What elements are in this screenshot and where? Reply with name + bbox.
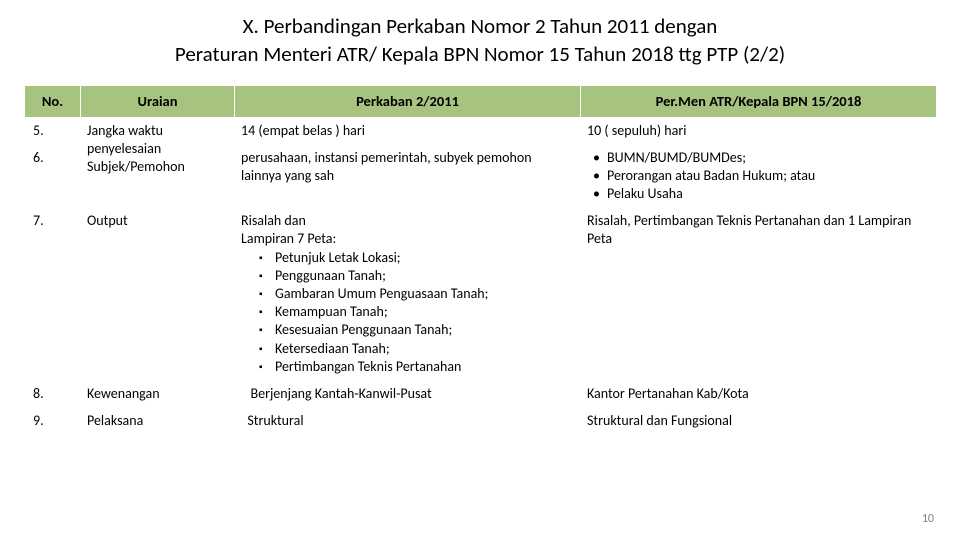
cell-perkaban: Struktural	[235, 408, 581, 435]
table-row: 5. Jangka waktu penyelesaian Subjek/Pemo…	[25, 117, 937, 144]
table-row: 8. Kewenangan Berjenjang Kantah-Kanwil-P…	[25, 380, 937, 407]
cell-perkaban: perusahaan, instansi pemerintah, subyek …	[235, 144, 581, 208]
cell-no: 5.	[25, 117, 81, 144]
th-perkaban: Perkaban 2/2011	[235, 85, 581, 117]
cell-uraian: Output	[81, 208, 235, 381]
cell-no: 8.	[25, 380, 81, 407]
cell-no: 6.	[25, 144, 81, 208]
cell-uraian: Kewenangan	[81, 380, 235, 407]
cell-permen: Risalah, Pertimbangan Teknis Pertanahan …	[581, 208, 937, 381]
cell-uraian: Pelaksana	[81, 408, 235, 435]
cell-permen: •BUMN/BUMD/BUMDes; •Perorangan atau Bada…	[581, 144, 937, 208]
th-uraian: Uraian	[81, 85, 235, 117]
title-line-2: Peraturan Menteri ATR/ Kepala BPN Nomor …	[175, 41, 785, 67]
cell-no: 9.	[25, 408, 81, 435]
cell-perkaban: Berjenjang Kantah-Kanwil-Pusat	[235, 380, 581, 407]
title-line-1: X. Perbandingan Perkaban Nomor 2 Tahun 2…	[243, 13, 718, 39]
cell-uraian: Jangka waktu penyelesaian Subjek/Pemohon	[81, 117, 235, 208]
page-number: 10	[922, 512, 934, 526]
table-row: 9. Pelaksana Struktural Struktural dan F…	[25, 408, 937, 435]
cell-no: 7.	[25, 208, 81, 381]
cell-perkaban: 14 (empat belas ) hari	[235, 117, 581, 144]
page-title: X. Perbandingan Perkaban Nomor 2 Tahun 2…	[0, 0, 960, 77]
table-header-row: No. Uraian Perkaban 2/2011 Per.Men ATR/K…	[25, 85, 937, 117]
table-row: 7. Output Risalah dan Lampiran 7 Peta: ▪…	[25, 208, 937, 381]
cell-permen: Struktural dan Fungsional	[581, 408, 937, 435]
cell-permen: 10 ( sepuluh) hari	[581, 117, 937, 144]
cell-permen: Kantor Pertanahan Kab/Kota	[581, 380, 937, 407]
cell-perkaban: Risalah dan Lampiran 7 Peta: ▪Petunjuk L…	[235, 208, 581, 381]
th-permen: Per.Men ATR/Kepala BPN 15/2018	[581, 85, 937, 117]
comparison-table: No. Uraian Perkaban 2/2011 Per.Men ATR/K…	[24, 85, 937, 436]
th-no: No.	[25, 85, 81, 117]
